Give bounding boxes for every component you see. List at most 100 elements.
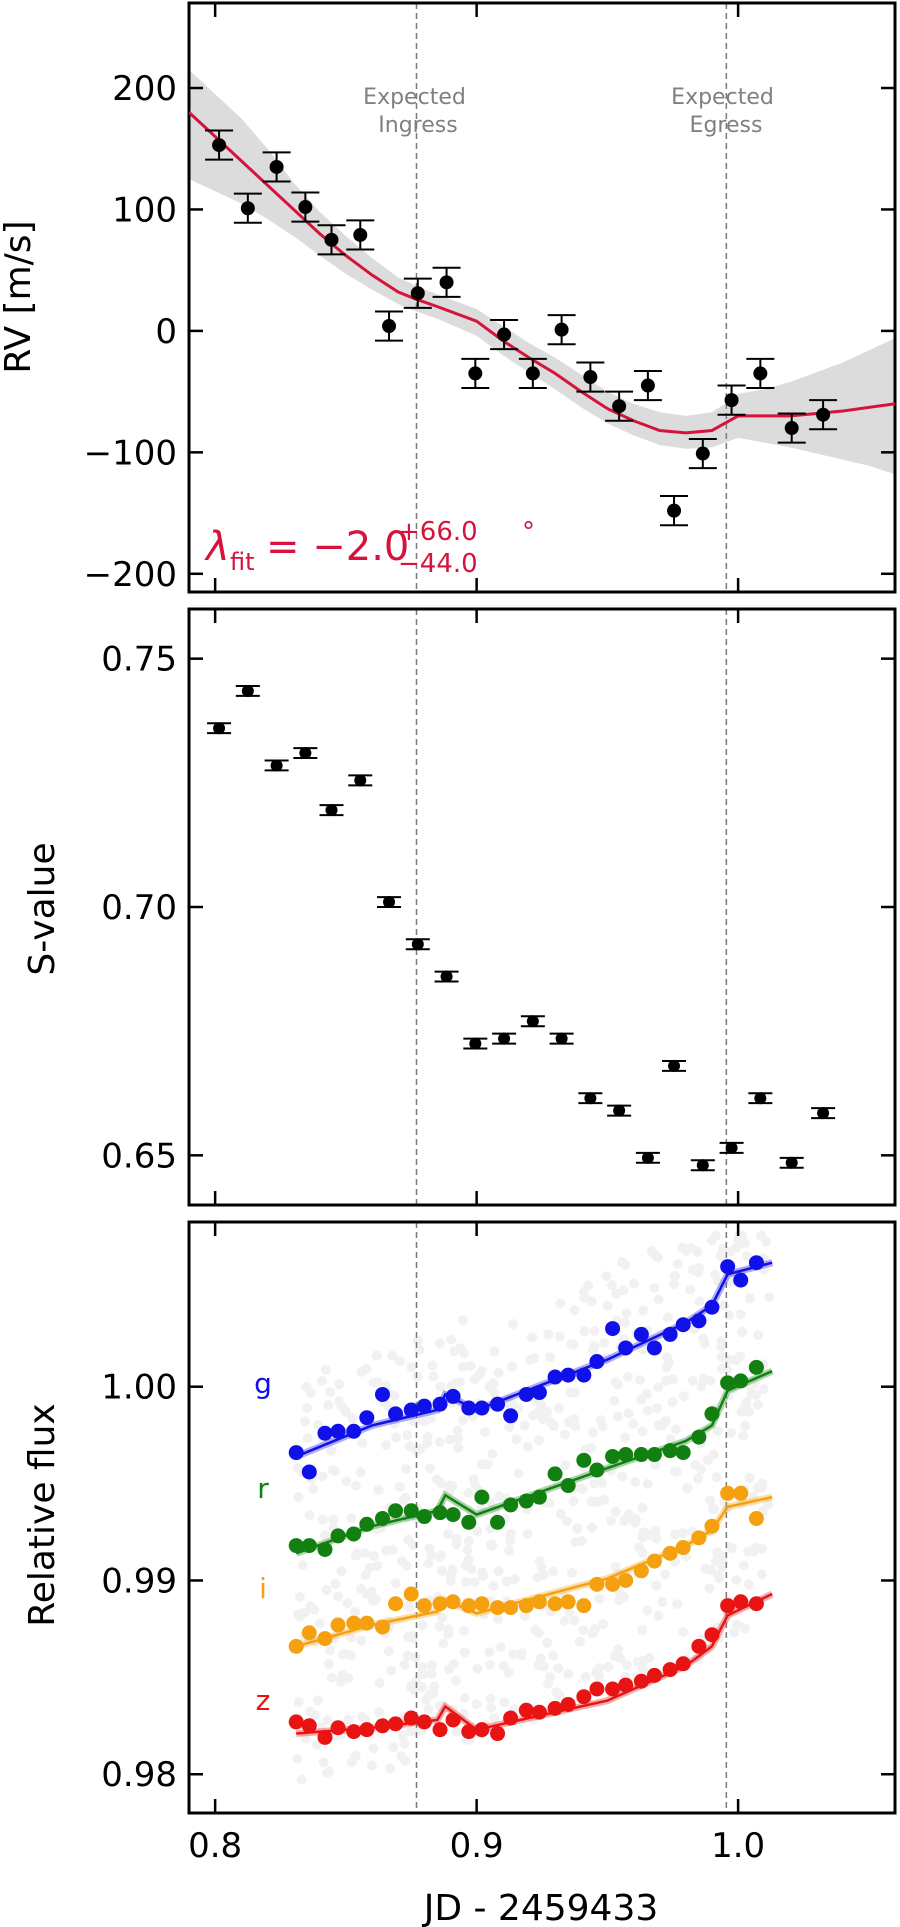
flux-model-line-g <box>295 1261 773 1458</box>
flux-point-i <box>605 1576 621 1592</box>
lambda-annotation: λ fit = −2.0 +66.0 ° −44.0 <box>204 517 535 579</box>
flux-bg-point <box>753 1330 764 1341</box>
flux-point-i <box>531 1594 547 1610</box>
flux-bg-point <box>737 1326 748 1337</box>
flux-bg-point <box>741 1250 752 1261</box>
flux-point-r <box>359 1516 375 1532</box>
flux-point-g <box>605 1321 621 1337</box>
flux-point-i <box>576 1598 592 1614</box>
flux-bg-point <box>606 1279 617 1290</box>
flux-bg-point <box>411 1675 422 1686</box>
lambda-lower: −44.0 <box>398 549 478 579</box>
flux-bg-point <box>551 1687 562 1698</box>
flux-bg-point <box>457 1315 468 1326</box>
flux-point-r <box>576 1452 592 1468</box>
x-tick-label: 0.9 <box>450 1826 504 1866</box>
flux-bg-point <box>356 1583 367 1594</box>
flux-bg-point <box>476 1459 487 1470</box>
flux-bg-point <box>707 1235 718 1246</box>
flux-bg-point <box>749 1379 760 1390</box>
flux-bg-point <box>412 1726 423 1737</box>
flux-bg-point <box>562 1516 573 1527</box>
flux-bg-point <box>417 1620 428 1631</box>
flux-point-g <box>518 1386 534 1402</box>
flux-bg-point <box>471 1699 482 1710</box>
flux-bg-point <box>317 1471 328 1482</box>
flux-point-g <box>461 1400 477 1416</box>
flux-bg-point <box>609 1395 620 1406</box>
flux-bg-point <box>359 1547 370 1558</box>
flux-bg-point <box>302 1403 313 1414</box>
flux-bg-point <box>601 1271 612 1282</box>
svalue-ytick-label: 0.70 <box>101 888 177 928</box>
flux-bg-point <box>412 1371 423 1382</box>
flux-point-z <box>503 1710 519 1726</box>
ingress-label-line1: Expected <box>363 85 466 110</box>
flux-point-i <box>388 1596 404 1612</box>
flux-bg-point <box>711 1472 722 1483</box>
flux-ytick-label: 0.99 <box>101 1561 177 1601</box>
flux-bg-point <box>553 1403 564 1414</box>
svalue-point <box>555 1032 568 1045</box>
flux-point-i <box>317 1631 333 1647</box>
svalue-point <box>725 1141 738 1154</box>
flux-bg-point <box>555 1508 566 1519</box>
flux-bg-point <box>409 1684 420 1695</box>
flux-bg-point <box>628 1278 639 1289</box>
flux-bg-point <box>476 1567 487 1578</box>
rv-point <box>497 327 512 342</box>
flux-bg-point <box>461 1577 472 1588</box>
flux-bg-point <box>446 1334 457 1345</box>
flux-point-g <box>576 1367 592 1383</box>
flux-point-r <box>416 1509 432 1525</box>
flux-bg-point <box>712 1425 723 1436</box>
flux-bg-point <box>554 1331 565 1342</box>
flux-point-z <box>560 1696 576 1712</box>
flux-point-z <box>445 1712 461 1728</box>
flux-bg-point <box>750 1542 761 1553</box>
flux-bg-point <box>472 1663 483 1674</box>
rv-point <box>468 366 483 381</box>
flux-bg-point <box>564 1417 575 1428</box>
flux-point-i <box>288 1638 304 1654</box>
flux-bg-point <box>642 1605 653 1616</box>
flux-bg-point <box>480 1426 491 1437</box>
flux-bg-point <box>641 1388 652 1399</box>
rv-ytick-label: −100 <box>84 433 177 473</box>
flux-point-r <box>547 1466 563 1482</box>
flux-bg-point <box>364 1562 375 1573</box>
svalue-point <box>383 896 396 909</box>
flux-bg-point <box>533 1660 544 1671</box>
flux-bg-point <box>716 1351 727 1362</box>
rv-point <box>525 366 540 381</box>
flux-point-r <box>662 1443 678 1459</box>
flux-bg-point <box>300 1733 311 1744</box>
flux-point-r <box>704 1406 720 1422</box>
flux-bg-point <box>426 1668 437 1679</box>
flux-bg-point <box>366 1760 377 1771</box>
flux-bg-point <box>617 1471 628 1482</box>
flux-bg-point <box>513 1468 524 1479</box>
flux-bg-point <box>423 1558 434 1569</box>
flux-point-r <box>388 1503 404 1519</box>
svalue-ytick-label: 0.65 <box>101 1136 177 1176</box>
flux-bg-point <box>752 1399 763 1410</box>
flux-bg-point <box>434 1700 445 1711</box>
flux-bg-point <box>553 1663 564 1674</box>
rv-ytick-label: 100 <box>112 190 177 230</box>
flux-bg-point <box>399 1659 410 1670</box>
flux-bg-point <box>385 1763 396 1774</box>
flux-point-i <box>490 1600 506 1616</box>
flux-bg-point <box>740 1238 751 1249</box>
flux-bg-point <box>356 1635 367 1646</box>
flux-bg-point <box>318 1757 329 1768</box>
flux-bg-point <box>501 1576 512 1587</box>
flux-bg-point <box>587 1344 598 1355</box>
flux-bg-point <box>572 1523 583 1534</box>
flux-bg-point <box>313 1695 324 1706</box>
flux-point-i <box>474 1596 490 1612</box>
flux-bg-point <box>368 1551 379 1562</box>
flux-bg-point <box>740 1420 751 1431</box>
flux-bg-point <box>637 1426 648 1437</box>
rv-ytick-label: −200 <box>84 555 177 595</box>
